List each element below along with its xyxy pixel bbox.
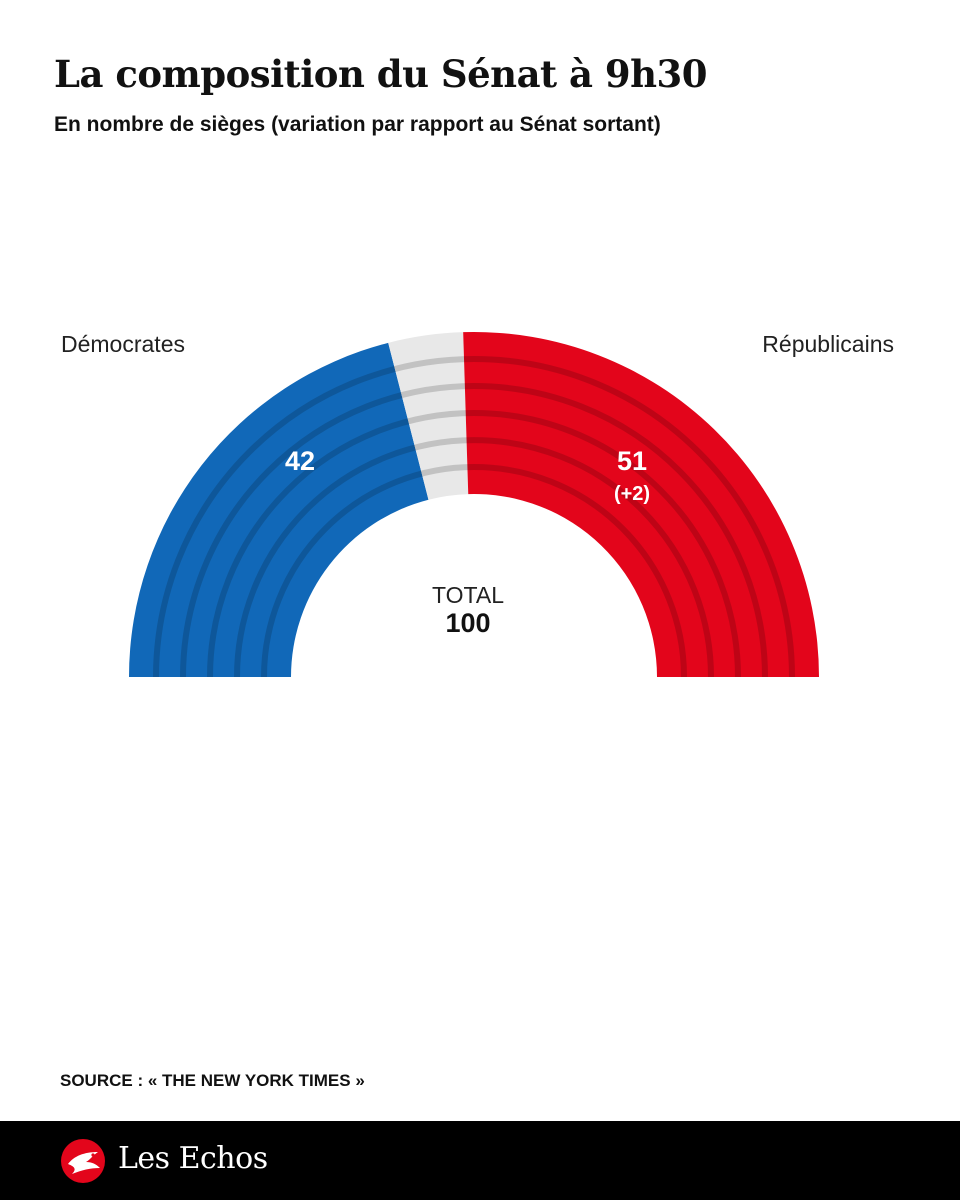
- legend-label-democrates: Démocrates: [61, 331, 185, 357]
- seat-arcs: [129, 332, 819, 677]
- republicains-seat-change: (+2): [614, 483, 650, 505]
- source-note: SOURCE : « THE NEW YORK TIMES »: [60, 1071, 365, 1090]
- chart-subtitle: En nombre de sièges (variation par rappo…: [54, 113, 661, 136]
- total-label: TOTAL: [432, 582, 504, 608]
- row-separators: [153, 356, 795, 678]
- echos-bird-logo-icon: [61, 1139, 105, 1183]
- row-separator-1: [261, 464, 687, 678]
- senate-semicircle-chart: Démocrates Républicains 42 51 (+2) TOTAL…: [61, 331, 894, 678]
- footer-bar: Les Echos: [0, 1121, 960, 1200]
- arc-segment-2: [388, 332, 469, 500]
- total-value: 100: [445, 608, 490, 638]
- row-separator-3: [207, 410, 741, 678]
- arc-segment-3: [463, 332, 819, 677]
- brand-name: Les Echos: [118, 1141, 268, 1176]
- chart-title: La composition du Sénat à 9h30: [54, 52, 708, 96]
- row-separator-5: [153, 356, 795, 678]
- row-separator-2: [234, 437, 714, 678]
- democrates-seat-value: 42: [285, 446, 315, 476]
- arc-segment-1: [129, 342, 429, 677]
- republicains-seat-value: 51: [617, 446, 647, 476]
- legend-label-republicains: Républicains: [762, 331, 894, 357]
- row-separator-4: [180, 383, 768, 678]
